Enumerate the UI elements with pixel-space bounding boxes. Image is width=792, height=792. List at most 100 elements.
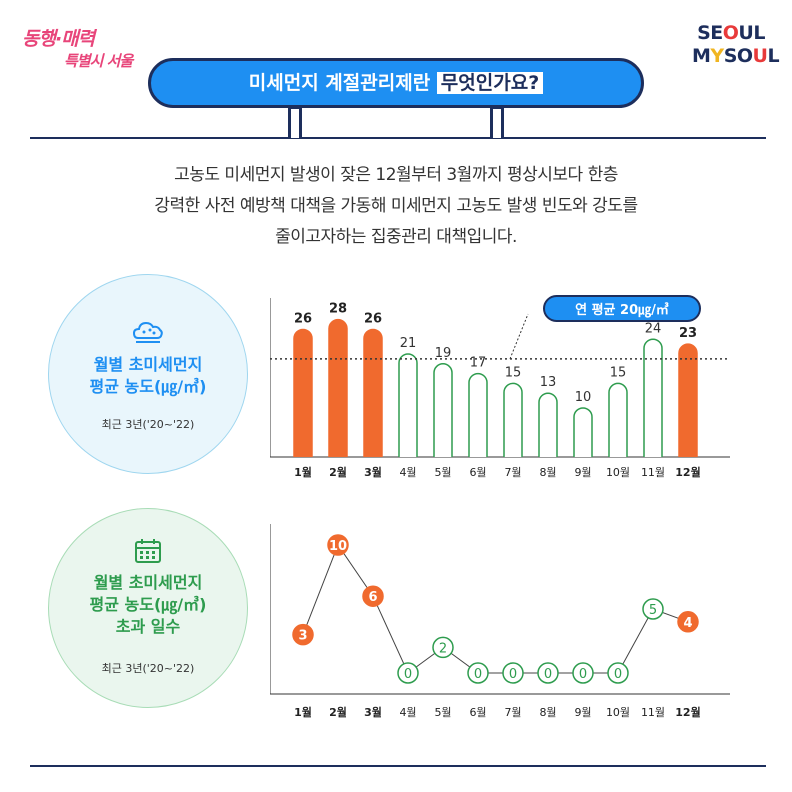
bar — [643, 338, 663, 457]
slogan-line2: 특별시 서울 — [64, 52, 133, 70]
data-label: 24 — [645, 321, 662, 336]
slogan-logo: 동행·매력 특별시 서울 — [22, 20, 152, 70]
bar — [293, 328, 313, 457]
bar — [538, 392, 558, 457]
tick-label: 4월 — [399, 706, 416, 719]
data-point — [362, 585, 384, 607]
data-label: 26 — [294, 311, 312, 326]
tick-label: 10월 — [606, 466, 630, 479]
title-banner — [148, 58, 644, 108]
data-label: 23 — [679, 326, 697, 341]
sign-post-right — [490, 106, 504, 138]
data-label: 6 — [368, 590, 377, 605]
section2-circle — [48, 508, 248, 708]
tick-label: 1월 — [294, 465, 312, 479]
data-label: 10 — [329, 539, 347, 554]
tick-label: 2월 — [329, 705, 347, 719]
tick-label: 10월 — [606, 706, 630, 719]
section1-title: 월별 초미세먼지 평균 농도(㎍/㎥) — [89, 355, 207, 396]
tick-label: 3월 — [364, 465, 382, 479]
average-label: 연 평균 20㎍/㎥ — [575, 302, 669, 319]
calendar-icon — [135, 539, 161, 563]
slogan-line1: 동행·매력 — [22, 28, 95, 50]
data-label: 13 — [540, 375, 557, 390]
tick-label: 6월 — [469, 706, 486, 719]
tick-label: 12월 — [675, 465, 700, 479]
data-point — [432, 636, 454, 659]
data-label: 15 — [505, 365, 522, 380]
tick-label: 8월 — [539, 706, 556, 719]
data-label: 2 — [439, 641, 447, 656]
data-label: 19 — [435, 346, 452, 361]
intro-text: 고농도 미세먼지 발생이 잦은 12월부터 3월까지 평상시보다 한층 강력한 … — [60, 160, 732, 253]
bar — [398, 353, 418, 457]
tick-label: 7월 — [504, 706, 521, 719]
line-chart: 3 1월 10 2월 6 3월 0 4월 2 5월 0 6월 0 7월 0 8월 0 9월 0 10월 5 11월 4 12월 — [270, 524, 730, 719]
tick-label: 3월 — [364, 705, 382, 719]
data-label: 21 — [400, 336, 417, 351]
tick-label: 1월 — [294, 705, 312, 719]
data-point — [467, 662, 489, 684]
bar — [503, 382, 523, 457]
bar — [468, 372, 488, 457]
data-label: 0 — [474, 667, 482, 682]
data-point — [642, 598, 664, 620]
section2-subtitle: 최근 3년('20~'22) — [101, 662, 195, 675]
data-point — [292, 623, 314, 646]
data-point — [677, 611, 699, 633]
section1-subtitle: 최근 3년('20~'22) — [101, 418, 195, 431]
seoul-my-soul-logo: SEOUL MYSOUL — [692, 22, 780, 67]
section1-circle — [48, 274, 248, 474]
data-label: 4 — [683, 616, 692, 631]
data-point — [327, 534, 349, 556]
series-line — [302, 543, 689, 674]
data-point — [572, 662, 594, 684]
data-point — [537, 662, 559, 684]
bar — [363, 328, 383, 457]
data-point — [607, 662, 629, 684]
data-label: 10 — [575, 390, 592, 405]
data-label: 0 — [614, 667, 622, 682]
data-label: 17 — [470, 356, 487, 371]
data-point — [397, 662, 419, 684]
title-highlight: 무엇인가요? — [436, 72, 544, 94]
tick-label: 12월 — [675, 705, 700, 719]
average-leader — [509, 313, 529, 360]
data-label: 3 — [298, 629, 307, 644]
bar — [608, 382, 628, 457]
intro-line2: 강력한 사전 예방책 대책을 가동해 미세먼지 고농도 발생 빈도와 강도를 — [154, 196, 638, 216]
tick-label: 8월 — [539, 466, 556, 479]
tick-label: 11월 — [641, 706, 665, 719]
data-label: 15 — [610, 365, 627, 380]
data-label: 28 — [329, 302, 347, 317]
page-title: 미세먼지 계절관리제란 무엇인가요? — [148, 58, 644, 108]
intro-line1: 고농도 미세먼지 발생이 잦은 12월부터 3월까지 평상시보다 한층 — [174, 165, 618, 185]
bar — [433, 363, 453, 457]
data-label: 0 — [544, 667, 552, 682]
tick-label: 6월 — [469, 466, 486, 479]
bar-chart: 26 1월 28 2월 26 3월 21 4월 19 5월 17 6월 15 7월 13 8월 10 9월 15 10… — [270, 295, 730, 479]
data-label: 26 — [364, 311, 382, 326]
data-label: 5 — [649, 603, 657, 618]
average-badge — [543, 295, 701, 322]
bottom-divider — [30, 765, 766, 767]
dust-cloud-icon — [132, 321, 163, 343]
bar — [573, 407, 593, 457]
section2-title: 월별 초미세먼지 평균 농도(㎍/㎥) 초과 일수 — [89, 573, 207, 636]
bar — [678, 343, 698, 457]
data-label: 0 — [404, 667, 412, 682]
tick-label: 5월 — [434, 706, 451, 719]
tick-label: 4월 — [399, 466, 416, 479]
tick-label: 11월 — [641, 466, 665, 479]
tick-label: 7월 — [504, 466, 521, 479]
bar — [328, 318, 348, 457]
data-label: 0 — [579, 667, 587, 682]
tick-label: 2월 — [329, 465, 347, 479]
top-divider — [30, 137, 766, 139]
tick-label: 9월 — [574, 706, 591, 719]
intro-line3: 줄이고자하는 집중관리 대책입니다. — [275, 227, 517, 247]
tick-label: 9월 — [574, 466, 591, 479]
tick-label: 5월 — [434, 466, 451, 479]
data-point — [502, 662, 524, 684]
data-label: 0 — [509, 667, 517, 682]
